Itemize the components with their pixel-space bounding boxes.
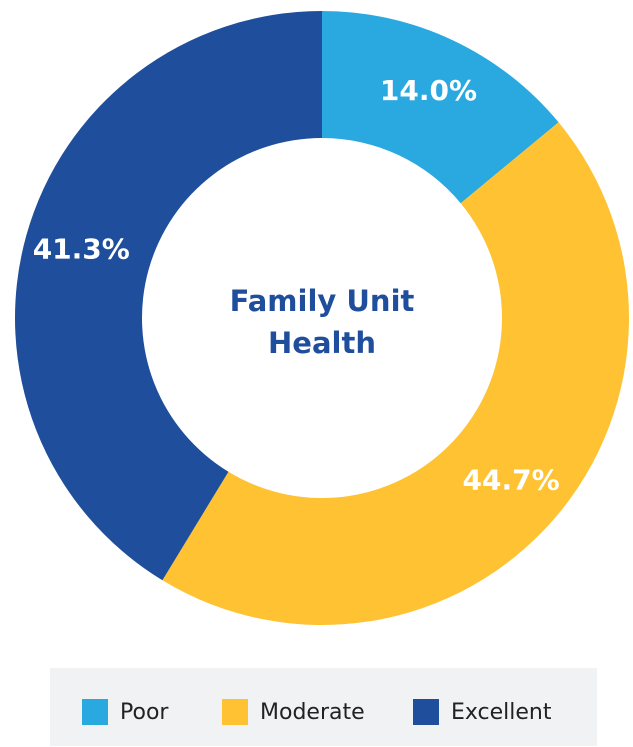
data-label: 14.0% (380, 74, 477, 107)
legend-swatch (82, 699, 108, 725)
legend-box (50, 668, 597, 746)
donut-segment (322, 11, 559, 204)
legend-label: Moderate (260, 700, 365, 725)
donut-segment (15, 11, 323, 581)
data-label: 41.3% (33, 233, 130, 266)
donut-segment (162, 122, 629, 625)
data-label: 44.7% (463, 464, 560, 497)
legend-label: Poor (120, 700, 169, 725)
legend-swatch (222, 699, 248, 725)
chart-title: Family Unit Health (229, 284, 415, 360)
legend-swatch (413, 699, 439, 725)
legend-label: Excellent (451, 700, 552, 725)
